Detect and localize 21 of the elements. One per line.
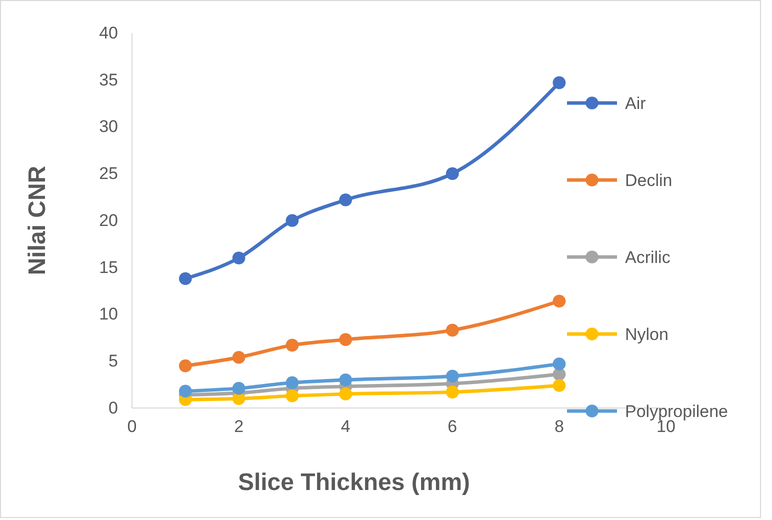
legend-label: Acrilic: [625, 248, 671, 267]
y-tick-label: 5: [108, 352, 118, 371]
legend-label: Polypropilene: [625, 402, 728, 421]
x-tick-label: 6: [448, 417, 458, 436]
legend-label: Nylon: [625, 325, 668, 344]
y-tick-label: 25: [99, 164, 118, 184]
x-axis-title: Slice Thicknes (mm): [238, 469, 470, 496]
y-tick-label: 30: [99, 117, 118, 136]
x-tick-label: 8: [554, 417, 564, 436]
y-tick-label: 10: [99, 304, 118, 324]
y-axis-title: Nilai CNR: [24, 166, 51, 276]
legend-label: Declin: [625, 171, 672, 190]
x-tick-label: 0: [127, 417, 137, 436]
x-tick-label: 2: [234, 417, 244, 436]
x-tick-label: 4: [340, 417, 350, 436]
y-tick-label: 40: [99, 23, 118, 42]
y-tick-label: 15: [99, 258, 118, 277]
y-tick-label: 0: [108, 398, 118, 418]
y-tick-label: 35: [99, 70, 118, 90]
y-tick-label: 20: [99, 210, 118, 230]
legend-label: Air: [625, 94, 646, 113]
